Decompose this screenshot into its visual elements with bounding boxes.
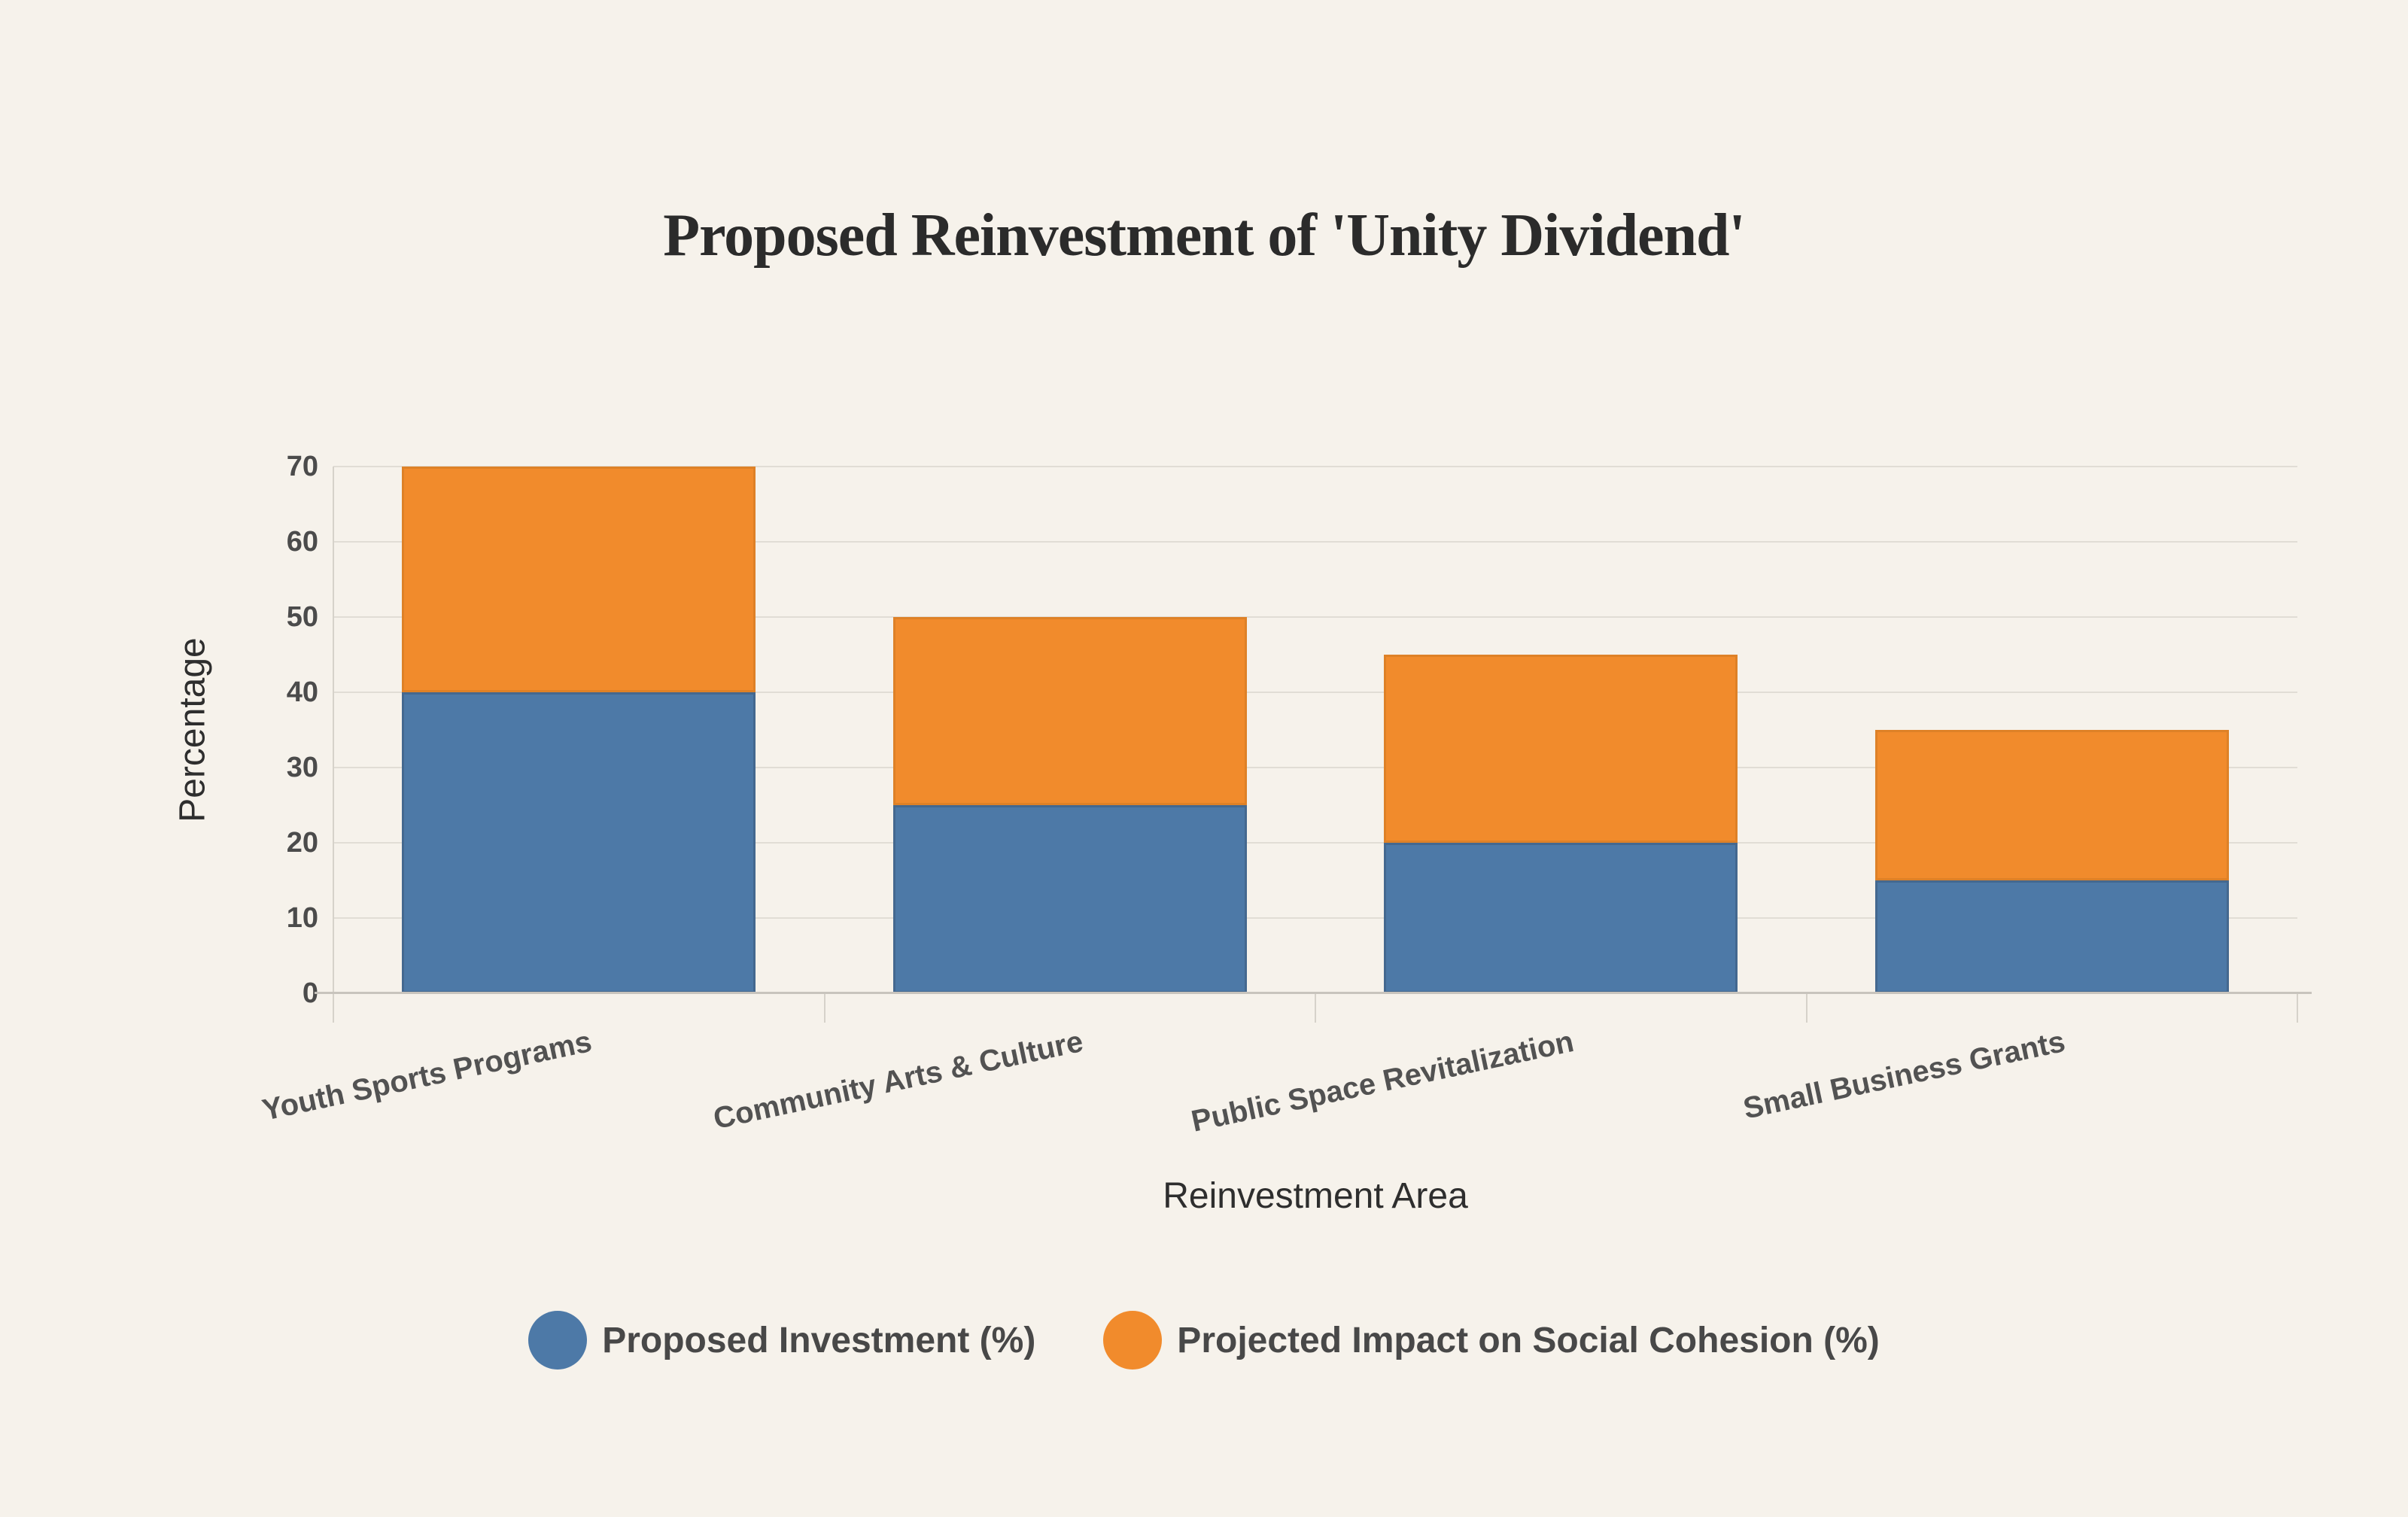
legend-item-proposed-investment: Proposed Investment (%)	[528, 1311, 1035, 1370]
y-gridline-10	[333, 917, 2297, 919]
legend-label-proposed-investment: Proposed Investment (%)	[602, 1320, 1036, 1360]
bar-segment-community-arts-culture-proposed-investment	[892, 805, 1247, 993]
y-gridline-50	[333, 616, 2297, 618]
y-tick-label-30: 30	[286, 752, 318, 783]
y-axis-line	[333, 467, 334, 1022]
y-tick-label-70: 70	[286, 451, 318, 482]
x-tick-mark-3	[1805, 994, 1808, 1023]
bar-segment-youth-sports-programs-proposed-investment	[402, 692, 756, 993]
x-tick-mark-4	[2297, 994, 2298, 1023]
y-gridline-70	[333, 466, 2297, 467]
y-gridline-60	[333, 541, 2297, 543]
bar-segment-public-space-revitalization-projected-impact-on-social-cohesion	[1384, 655, 1738, 843]
x-axis-title: Reinvestment Area	[1163, 1176, 1468, 1216]
bar-segment-small-business-grants-proposed-investment	[1874, 880, 2229, 993]
legend-label-projected-impact-on-social-cohesion: Projected Impact on Social Cohesion (%)	[1177, 1320, 1880, 1360]
x-tick-mark-2	[1315, 994, 1316, 1023]
y-tick-label-20: 20	[286, 827, 318, 859]
y-gridline-40	[333, 692, 2297, 693]
y-tick-label-50: 50	[286, 601, 318, 633]
y-tick-label-60: 60	[286, 526, 318, 558]
x-tick-mark-0	[333, 994, 334, 1023]
legend: Proposed Investment (%) Projected Impact …	[0, 1311, 2408, 1370]
y-tick-label-40: 40	[286, 676, 318, 708]
y-axis-title: Percentage	[172, 637, 213, 822]
y-tick-label-0: 0	[302, 977, 318, 1009]
legend-circle-icon-projected-impact-on-social-cohesion	[1103, 1311, 1163, 1370]
bar-segment-small-business-grants-projected-impact-on-social-cohesion	[1874, 730, 2229, 880]
bar-segment-community-arts-culture-projected-impact-on-social-cohesion	[892, 617, 1247, 805]
y-tick-label-10: 10	[286, 902, 318, 934]
y-gridline-20	[333, 842, 2297, 844]
bar-segment-youth-sports-programs-projected-impact-on-social-cohesion	[402, 467, 756, 692]
chart-title: Proposed Reinvestment of 'Unity Dividend…	[663, 202, 1746, 269]
bar-segment-public-space-revitalization-proposed-investment	[1384, 843, 1738, 993]
y-gridline-30	[333, 767, 2297, 768]
legend-item-projected-impact-on-social-cohesion: Projected Impact on Social Cohesion (%)	[1103, 1311, 1880, 1370]
x-axis-line	[315, 992, 2312, 994]
x-tick-mark-1	[823, 994, 825, 1023]
legend-circle-icon-proposed-investment	[528, 1311, 588, 1370]
